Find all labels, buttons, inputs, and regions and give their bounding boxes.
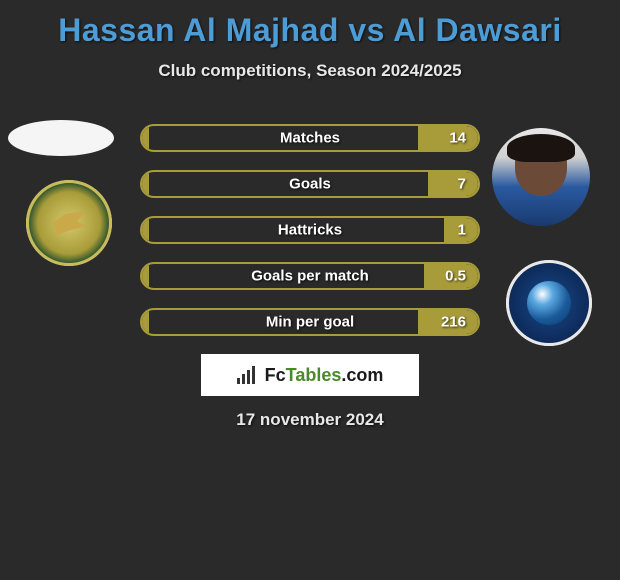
- brand-prefix: Fc: [265, 365, 286, 385]
- date-text: 17 november 2024: [236, 410, 383, 430]
- stat-row: Matches 14: [140, 124, 480, 152]
- club-left-badge: [26, 180, 112, 266]
- stat-row: Goals per match 0.5: [140, 262, 480, 290]
- player-right-avatar: [492, 128, 590, 226]
- brand-suffix: .com: [341, 365, 383, 385]
- stat-value-right: 216: [441, 314, 466, 331]
- brand-mid: Tables: [286, 365, 342, 385]
- stat-row: Goals 7: [140, 170, 480, 198]
- stat-value-right: 14: [449, 130, 466, 147]
- stat-label: Goals: [289, 176, 331, 193]
- club-left-icon: [26, 180, 112, 266]
- club-right-badge: [506, 260, 592, 346]
- stat-label: Goals per match: [251, 268, 369, 285]
- stat-row: Min per goal 216: [140, 308, 480, 336]
- stat-fill-right: [418, 126, 478, 150]
- brand-chart-icon: [237, 366, 259, 384]
- brand-text: FcTables.com: [265, 365, 384, 386]
- stat-fill-left: [142, 264, 149, 288]
- page-title: Hassan Al Majhad vs Al Dawsari: [0, 0, 620, 49]
- stats-container: Matches 14 Goals 7 Hattricks 1 Goals per match…: [140, 124, 480, 354]
- stat-fill-left: [142, 310, 149, 334]
- brand-box[interactable]: FcTables.com: [201, 354, 419, 396]
- stat-label: Min per goal: [266, 314, 354, 331]
- stat-label: Hattricks: [278, 222, 342, 239]
- stat-fill-left: [142, 126, 149, 150]
- subtitle: Club competitions, Season 2024/2025: [0, 61, 620, 81]
- stat-label: Matches: [280, 130, 340, 147]
- stat-value-right: 0.5: [445, 268, 466, 285]
- stat-row: Hattricks 1: [140, 216, 480, 244]
- stat-value-right: 7: [458, 176, 466, 193]
- club-right-icon: [506, 260, 592, 346]
- stat-fill-right: [428, 172, 478, 196]
- stat-fill-left: [142, 172, 149, 196]
- stat-value-right: 1: [458, 222, 466, 239]
- player-left-avatar: [8, 120, 114, 156]
- stat-fill-left: [142, 218, 149, 242]
